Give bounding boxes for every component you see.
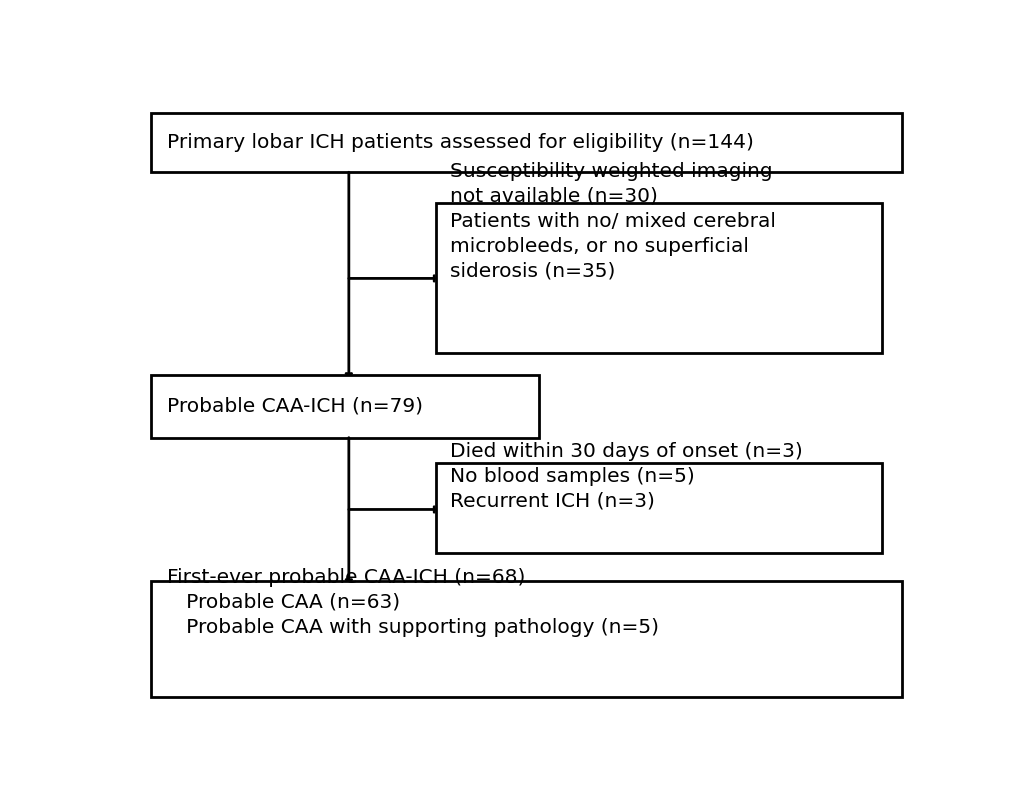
Text: Susceptibility weighted imaging
not available (n=30)
Patients with no/ mixed cer: Susceptibility weighted imaging not avai… [449,162,775,281]
FancyBboxPatch shape [151,375,538,438]
Text: Primary lobar ICH patients assessed for eligibility (n=144): Primary lobar ICH patients assessed for … [167,133,753,152]
FancyBboxPatch shape [151,581,902,697]
FancyBboxPatch shape [151,113,902,172]
Text: Probable CAA-ICH (n=79): Probable CAA-ICH (n=79) [167,397,423,416]
Text: Died within 30 days of onset (n=3)
No blood samples (n=5)
Recurrent ICH (n=3): Died within 30 days of onset (n=3) No bl… [449,442,802,511]
FancyBboxPatch shape [435,204,881,354]
FancyBboxPatch shape [435,462,881,553]
Text: First-ever probable CAA-ICH (n=68)
   Probable CAA (n=63)
   Probable CAA with s: First-ever probable CAA-ICH (n=68) Proba… [167,568,658,637]
